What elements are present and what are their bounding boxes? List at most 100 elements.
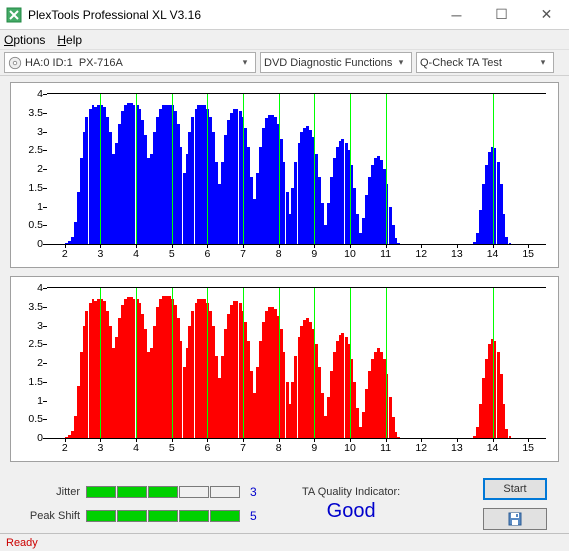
- x-tick-label: 12: [415, 442, 427, 454]
- test-text: Q-Check TA Test: [420, 57, 536, 69]
- chart-bar: [509, 436, 512, 438]
- floppy-icon: [507, 511, 523, 527]
- x-tick-label: 10: [344, 248, 356, 260]
- gridline: [100, 288, 101, 438]
- menu-bar: Options Help: [0, 30, 569, 50]
- meter-segment: [179, 486, 209, 498]
- bottom-panel: Jitter 3 Peak Shift 5 TA Quality Indicat…: [10, 470, 559, 538]
- gridline: [279, 288, 280, 438]
- meter-segment: [210, 486, 240, 498]
- meter-segment: [179, 510, 209, 522]
- y-tick-label: 2: [17, 357, 43, 369]
- gridline: [350, 288, 351, 438]
- gridline: [386, 94, 387, 244]
- meter-segment: [86, 510, 116, 522]
- y-tick-label: 3.5: [17, 301, 43, 313]
- x-tick-label: 3: [98, 248, 104, 260]
- y-tick-label: 1.5: [17, 182, 43, 194]
- menu-options[interactable]: Options: [4, 33, 45, 47]
- gridline: [136, 94, 137, 244]
- x-tick-label: 4: [133, 248, 139, 260]
- minimize-button[interactable]: ─: [434, 0, 479, 29]
- x-tick-label: 11: [380, 442, 391, 454]
- close-button[interactable]: ✕: [524, 0, 569, 29]
- maximize-button[interactable]: ☐: [479, 0, 524, 29]
- y-tick-label: 1: [17, 395, 43, 407]
- gridline: [314, 288, 315, 438]
- x-tick-label: 6: [204, 442, 210, 454]
- gridline: [350, 94, 351, 244]
- app-icon: [6, 7, 22, 23]
- x-tick-label: 3: [98, 442, 104, 454]
- top-chart: 00.511.522.533.5423456789101112131415: [10, 82, 559, 268]
- content-area: 00.511.522.533.5423456789101112131415 00…: [0, 76, 569, 544]
- gridline: [243, 94, 244, 244]
- gridline: [386, 288, 387, 438]
- y-tick-label: 1: [17, 201, 43, 213]
- y-tick-label: 0.5: [17, 219, 43, 231]
- gridline: [100, 94, 101, 244]
- gridline: [172, 288, 173, 438]
- start-button[interactable]: Start: [483, 478, 547, 500]
- gridline: [493, 94, 494, 244]
- gridline: [136, 288, 137, 438]
- x-tick-label: 4: [133, 442, 139, 454]
- x-tick-label: 10: [344, 442, 356, 454]
- meter-segment: [117, 510, 147, 522]
- gridline: [243, 288, 244, 438]
- meter-segment: [117, 486, 147, 498]
- meter-segment: [148, 486, 178, 498]
- gridline: [207, 94, 208, 244]
- x-tick-label: 9: [311, 248, 317, 260]
- x-tick-label: 2: [62, 442, 68, 454]
- x-tick-label: 8: [276, 442, 282, 454]
- drive-text: HA:0 ID:1 PX-716A: [25, 57, 238, 69]
- menu-help[interactable]: Help: [57, 33, 82, 47]
- y-tick-label: 1.5: [17, 376, 43, 388]
- x-tick-label: 11: [380, 248, 391, 260]
- disc-icon: [8, 56, 22, 70]
- x-tick-label: 12: [415, 248, 427, 260]
- meter-segment: [210, 510, 240, 522]
- chevron-down-icon: ▾: [238, 57, 252, 68]
- quality-value: Good: [302, 500, 400, 523]
- meter-segment: [86, 486, 116, 498]
- quality-indicator: TA Quality Indicator: Good: [302, 486, 400, 523]
- jitter-value: 3: [250, 485, 262, 499]
- chart-bar: [397, 437, 400, 439]
- x-tick-label: 7: [240, 248, 246, 260]
- toolbar: HA:0 ID:1 PX-716A ▾ DVD Diagnostic Funct…: [0, 50, 569, 76]
- chart-bar: [397, 243, 400, 245]
- peakshift-meter: Peak Shift 5: [22, 509, 262, 523]
- gridline: [314, 94, 315, 244]
- jitter-label: Jitter: [22, 486, 80, 498]
- meter-segment: [148, 510, 178, 522]
- quality-label: TA Quality Indicator:: [302, 486, 400, 498]
- mode-select[interactable]: DVD Diagnostic Functions ▾: [260, 52, 412, 73]
- y-tick-label: 2.5: [17, 144, 43, 156]
- y-tick-label: 4: [17, 282, 43, 294]
- bottom-chart: 00.511.522.533.5423456789101112131415: [10, 276, 559, 462]
- x-tick-label: 5: [169, 248, 175, 260]
- x-tick-label: 8: [276, 248, 282, 260]
- mode-text: DVD Diagnostic Functions: [264, 57, 394, 69]
- status-bar: Ready: [0, 533, 569, 551]
- test-select[interactable]: Q-Check TA Test ▾: [416, 52, 554, 73]
- gridline: [172, 94, 173, 244]
- x-tick-label: 5: [169, 442, 175, 454]
- status-text: Ready: [6, 537, 38, 549]
- x-tick-label: 14: [487, 248, 499, 260]
- chart-bar: [509, 243, 512, 245]
- y-tick-label: 0: [17, 238, 43, 250]
- chevron-down-icon: ▾: [536, 57, 550, 68]
- y-tick-label: 2: [17, 163, 43, 175]
- x-tick-label: 13: [451, 248, 463, 260]
- peakshift-label: Peak Shift: [22, 510, 80, 522]
- y-tick-label: 4: [17, 88, 43, 100]
- y-tick-label: 0.5: [17, 413, 43, 425]
- y-tick-label: 3.5: [17, 107, 43, 119]
- y-tick-label: 2.5: [17, 338, 43, 350]
- drive-select[interactable]: HA:0 ID:1 PX-716A ▾: [4, 52, 256, 73]
- save-button[interactable]: [483, 508, 547, 530]
- x-tick-label: 15: [522, 442, 534, 454]
